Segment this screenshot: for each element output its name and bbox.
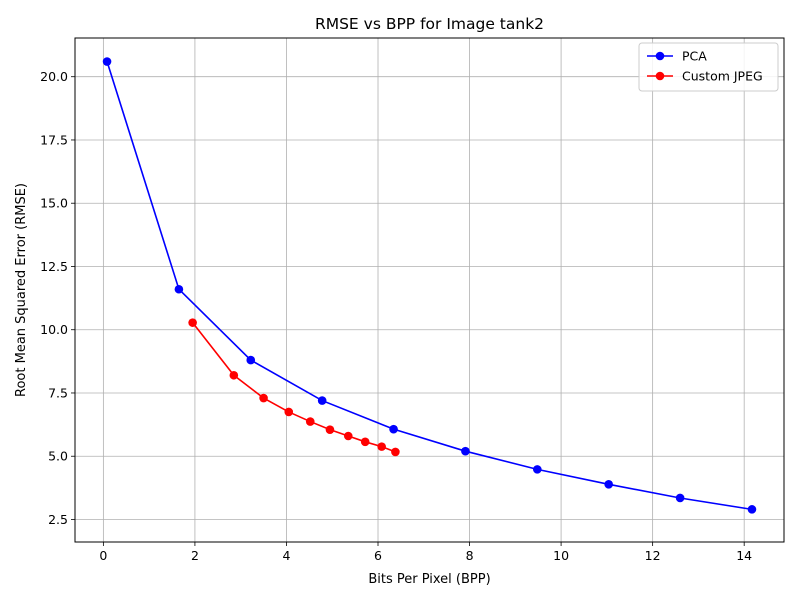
y-axis-ticks: 2.5 5.0 7.5 10.0 12.5 15.0 17.5 20.0 xyxy=(40,69,75,527)
x-axis-ticks: 0 2 4 6 8 10 12 14 xyxy=(99,542,752,563)
custom-jpeg-point xyxy=(360,437,370,447)
legend-label-pca: PCA xyxy=(682,49,707,64)
custom-jpeg-point xyxy=(259,393,268,403)
x-tick-label: 14 xyxy=(736,548,752,563)
legend-marker-custom-jpeg xyxy=(655,71,665,81)
legend-label-custom-jpeg: Custom JPEG xyxy=(682,69,763,84)
pca-point xyxy=(532,465,542,474)
series-layer xyxy=(102,57,757,514)
custom-jpeg-point xyxy=(343,431,353,441)
x-tick-label: 12 xyxy=(645,548,661,563)
legend: PCA Custom JPEG xyxy=(638,42,779,92)
x-tick-label: 2 xyxy=(191,548,199,563)
custom-jpeg-line xyxy=(192,322,396,453)
custom-jpeg-point xyxy=(377,442,386,451)
pca-point xyxy=(102,57,112,66)
y-tick-label: 10.0 xyxy=(40,322,68,337)
x-axis-title: Bits Per Pixel (BPP) xyxy=(368,572,490,587)
plot-area-frame xyxy=(74,37,785,543)
custom-jpeg-point xyxy=(305,417,315,426)
pca-point xyxy=(675,493,685,503)
y-tick-label: 20.0 xyxy=(40,69,68,84)
x-tick-label: 0 xyxy=(99,548,107,563)
custom-jpeg-point xyxy=(188,318,197,327)
custom-jpeg-point xyxy=(391,447,400,457)
custom-jpeg-point xyxy=(284,407,294,417)
y-tick-label: 7.5 xyxy=(48,385,68,400)
y-tick-label: 17.5 xyxy=(40,132,68,147)
series-pca xyxy=(102,57,757,514)
y-tick-label: 5.0 xyxy=(48,449,68,464)
grid-lines xyxy=(75,38,784,542)
legend-marker-pca xyxy=(655,51,665,61)
y-tick-label: 15.0 xyxy=(40,196,68,211)
custom-jpeg-point xyxy=(229,370,239,380)
x-tick-label: 4 xyxy=(282,548,290,563)
x-tick-label: 8 xyxy=(466,548,474,563)
legend-box xyxy=(638,42,779,92)
y-axis-title: Root Mean Squared Error (RMSE) xyxy=(14,183,29,397)
pca-line xyxy=(106,61,753,511)
pca-point xyxy=(461,446,470,456)
pca-point xyxy=(389,424,398,434)
y-tick-label: 12.5 xyxy=(40,259,68,274)
y-tick-label: 2.5 xyxy=(48,512,68,527)
pca-point xyxy=(747,505,757,514)
pca-point xyxy=(246,355,256,365)
pca-point xyxy=(317,396,327,405)
chart-title: RMSE vs BPP for Image tank2 xyxy=(315,15,544,33)
custom-jpeg-point xyxy=(325,425,335,434)
series-custom-jpeg xyxy=(188,318,400,457)
x-tick-label: 6 xyxy=(374,548,382,563)
pca-point xyxy=(174,284,184,294)
x-tick-label: 10 xyxy=(553,548,569,563)
pca-point xyxy=(604,480,613,489)
